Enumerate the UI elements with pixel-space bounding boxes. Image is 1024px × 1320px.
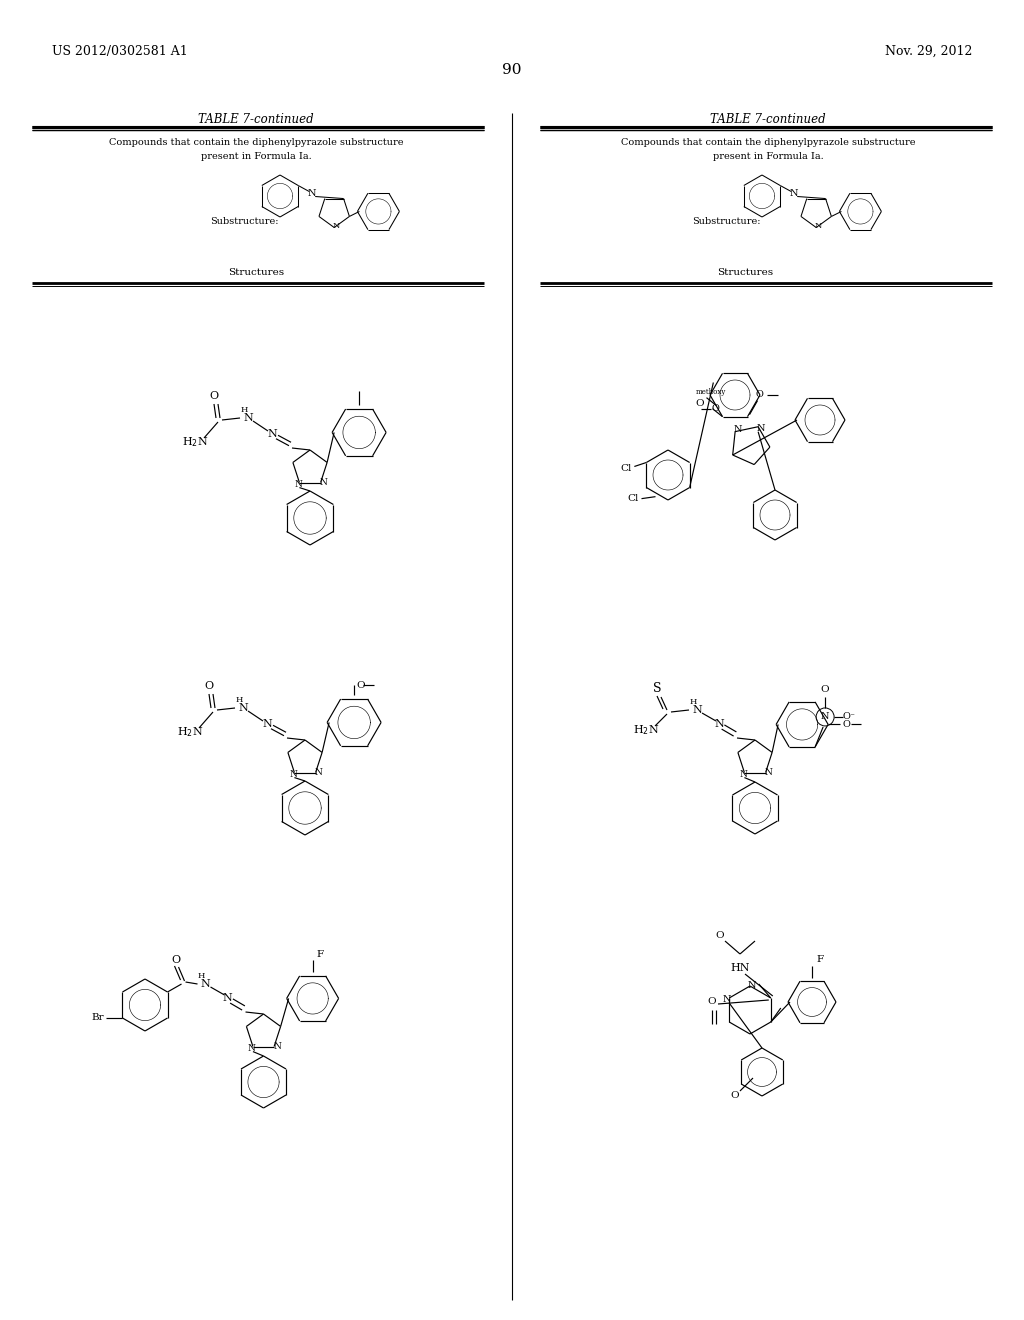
Text: N: N bbox=[765, 768, 772, 777]
Text: Substructure:: Substructure: bbox=[692, 216, 761, 226]
Text: N: N bbox=[333, 223, 340, 231]
Text: Cl: Cl bbox=[628, 494, 639, 503]
Text: Compounds that contain the diphenylpyrazole substructure: Compounds that contain the diphenylpyraz… bbox=[621, 139, 915, 147]
Text: O: O bbox=[712, 404, 720, 413]
Text: HN: HN bbox=[730, 964, 750, 973]
Text: TABLE 7-continued: TABLE 7-continued bbox=[711, 114, 825, 125]
Text: N: N bbox=[757, 424, 765, 433]
Text: N: N bbox=[243, 413, 253, 422]
Text: N: N bbox=[314, 768, 323, 777]
Text: H: H bbox=[689, 698, 696, 706]
Text: H$_2$N: H$_2$N bbox=[633, 723, 659, 737]
Text: O: O bbox=[205, 681, 214, 690]
Text: N: N bbox=[723, 995, 731, 1005]
Text: N: N bbox=[290, 770, 297, 779]
Text: Compounds that contain the diphenylpyrazole substructure: Compounds that contain the diphenylpyraz… bbox=[109, 139, 403, 147]
Text: H: H bbox=[236, 696, 243, 704]
Text: S: S bbox=[652, 681, 662, 694]
Text: O: O bbox=[731, 1092, 739, 1101]
Text: N: N bbox=[222, 993, 232, 1003]
Text: US 2012/0302581 A1: US 2012/0302581 A1 bbox=[52, 45, 187, 58]
Text: O: O bbox=[842, 719, 850, 729]
Text: N: N bbox=[790, 189, 799, 198]
Text: N: N bbox=[714, 719, 724, 729]
Text: present in Formula Ia.: present in Formula Ia. bbox=[713, 152, 823, 161]
Text: O: O bbox=[821, 685, 829, 694]
Text: N: N bbox=[319, 478, 328, 487]
Text: H$_2$N: H$_2$N bbox=[177, 725, 204, 739]
Text: TABLE 7-continued: TABLE 7-continued bbox=[199, 114, 313, 125]
Text: N: N bbox=[734, 425, 742, 434]
Text: N: N bbox=[748, 982, 757, 990]
Text: F: F bbox=[816, 956, 823, 965]
Text: 90: 90 bbox=[502, 63, 522, 77]
Text: N: N bbox=[692, 705, 701, 715]
Text: Nov. 29, 2012: Nov. 29, 2012 bbox=[885, 45, 972, 58]
Text: N: N bbox=[295, 480, 302, 490]
Text: N: N bbox=[201, 979, 210, 989]
Text: O: O bbox=[756, 391, 764, 399]
Text: H: H bbox=[198, 972, 205, 979]
Text: O: O bbox=[708, 998, 717, 1006]
Text: O: O bbox=[356, 681, 365, 690]
Text: present in Formula Ia.: present in Formula Ia. bbox=[201, 152, 311, 161]
Text: N: N bbox=[273, 1041, 281, 1051]
Text: N: N bbox=[267, 429, 276, 440]
Text: O: O bbox=[171, 954, 180, 965]
Text: N: N bbox=[248, 1044, 256, 1053]
Text: N: N bbox=[262, 719, 272, 729]
Text: O: O bbox=[210, 391, 218, 401]
Text: H$_2$N: H$_2$N bbox=[182, 436, 208, 449]
Text: O⁻: O⁻ bbox=[843, 713, 856, 722]
Text: N: N bbox=[814, 223, 822, 231]
Text: N: N bbox=[239, 704, 248, 713]
Text: F: F bbox=[316, 950, 324, 958]
Text: Cl: Cl bbox=[621, 465, 632, 473]
Text: O: O bbox=[696, 399, 705, 408]
Text: Structures: Structures bbox=[228, 268, 284, 277]
Text: Br: Br bbox=[91, 1014, 103, 1023]
Text: N: N bbox=[308, 189, 316, 198]
Text: H: H bbox=[241, 407, 248, 414]
Text: Structures: Structures bbox=[717, 268, 773, 277]
Text: O: O bbox=[716, 932, 724, 940]
Text: Substructure:: Substructure: bbox=[210, 216, 279, 226]
Text: N: N bbox=[739, 770, 748, 779]
Text: N: N bbox=[821, 713, 829, 722]
Text: methoxy: methoxy bbox=[695, 388, 726, 396]
